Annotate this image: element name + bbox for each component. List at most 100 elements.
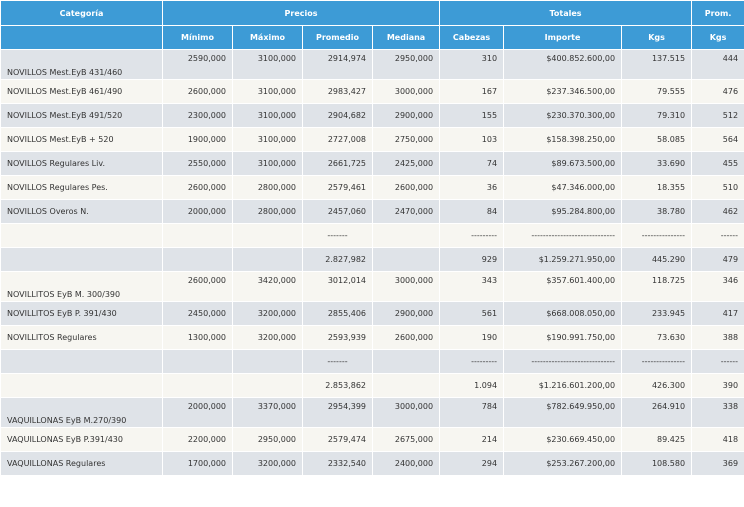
- separator-promedio: -------: [302, 223, 373, 248]
- row-minimo: 2600,000: [162, 271, 233, 302]
- table-row: NOVILLOS Mest.EyB 461/490 2600,000 3100,…: [0, 79, 744, 104]
- table-row: NOVILLITOS Regulares 1300,000 3200,000 2…: [0, 325, 744, 350]
- row-prom-kgs: 510: [691, 175, 744, 200]
- header-importe: Importe: [503, 25, 623, 50]
- row-categoria: VAQUILLONAS EyB M.270/390: [0, 397, 163, 428]
- row-importe: $237.346.500,00: [503, 79, 623, 104]
- empty-cell: [162, 223, 233, 248]
- empty-cell: [0, 247, 163, 272]
- header-mediana: Mediana: [371, 25, 441, 50]
- table-row: VAQUILLONAS EyB M.270/390 2000,000 3370,…: [0, 397, 744, 428]
- row-promedio: 2579,461: [302, 175, 373, 200]
- subtotal-cabezas: 929: [439, 247, 505, 272]
- row-cabezas: 784: [439, 397, 505, 428]
- header-kgs: Kgs: [621, 25, 693, 50]
- separator-kgs: ---------------: [621, 223, 693, 248]
- row-cabezas: 561: [439, 301, 505, 326]
- row-kgs: 58.085: [621, 127, 693, 152]
- row-mediana: 2900,000: [371, 301, 441, 326]
- row-promedio: 2914,974: [302, 49, 373, 80]
- row-importe: $357.601.400,00: [503, 271, 623, 302]
- row-minimo: 2000,000: [162, 397, 233, 428]
- row-categoria: NOVILLOS Overos N.: [0, 199, 163, 224]
- empty-cell: [232, 373, 303, 398]
- row-categoria: NOVILLOS Regulares Liv.: [0, 151, 163, 176]
- row-prom-kgs: 512: [691, 103, 744, 128]
- row-categoria: NOVILLITOS EyB M. 300/390: [0, 271, 163, 302]
- row-cabezas: 190: [439, 325, 505, 350]
- row-categoria: NOVILLITOS EyB P. 391/430: [0, 301, 163, 326]
- header-prom: Prom.: [691, 0, 744, 26]
- row-importe: $230.669.450,00: [503, 427, 623, 452]
- row-promedio: 3012,014: [302, 271, 373, 302]
- subtotal-promedio: 2.853,862: [302, 373, 373, 398]
- row-promedio: 2904,682: [302, 103, 373, 128]
- subtotal-importe: $1.216.601.200,00: [503, 373, 623, 398]
- row-minimo: 2590,000: [162, 49, 233, 80]
- subtotal-promedio: 2.827,982: [302, 247, 373, 272]
- row-maximo: 3100,000: [232, 49, 303, 80]
- separator-importe: -----------------------------: [503, 349, 623, 374]
- subtotal-row: 2.853,862 1.094 $1.216.601.200,00 426.30…: [0, 373, 744, 398]
- row-prom-kgs: 388: [691, 325, 744, 350]
- prices-table: Categoría Precios Totales Prom. Mínimo M…: [0, 0, 744, 476]
- row-importe: $89.673.500,00: [503, 151, 623, 176]
- row-mediana: 2425,000: [371, 151, 441, 176]
- row-kgs: 137.515: [621, 49, 693, 80]
- separator-importe: -----------------------------: [503, 223, 623, 248]
- row-cabezas: 103: [439, 127, 505, 152]
- row-maximo: 3200,000: [232, 325, 303, 350]
- row-importe: $190.991.750,00: [503, 325, 623, 350]
- row-cabezas: 343: [439, 271, 505, 302]
- row-kgs: 264.910: [621, 397, 693, 428]
- separator-cabezas: ---------: [439, 223, 505, 248]
- row-categoria: VAQUILLONAS EyB P.391/430: [0, 427, 163, 452]
- row-maximo: 2950,000: [232, 427, 303, 452]
- row-minimo: 2600,000: [162, 79, 233, 104]
- row-mediana: 2675,000: [371, 427, 441, 452]
- row-kgs: 38.780: [621, 199, 693, 224]
- row-prom-kgs: 338: [691, 397, 744, 428]
- row-cabezas: 36: [439, 175, 505, 200]
- row-mediana: 2470,000: [371, 199, 441, 224]
- empty-cell: [232, 349, 303, 374]
- row-mediana: 2400,000: [371, 451, 441, 476]
- row-maximo: 3370,000: [232, 397, 303, 428]
- row-prom-kgs: 455: [691, 151, 744, 176]
- table-row: NOVILLITOS EyB P. 391/430 2450,000 3200,…: [0, 301, 744, 326]
- row-minimo: 1300,000: [162, 325, 233, 350]
- row-mediana: 2950,000: [371, 49, 441, 80]
- row-prom-kgs: 444: [691, 49, 744, 80]
- row-categoria: NOVILLOS Regulares Pes.: [0, 175, 163, 200]
- separator-prom-kgs: ------: [691, 223, 744, 248]
- subtotal-row: 2.827,982 929 $1.259.271.950,00 445.290 …: [0, 247, 744, 272]
- header-minimo: Mínimo: [162, 25, 233, 50]
- empty-cell: [232, 247, 303, 272]
- header-totales: Totales: [439, 0, 693, 26]
- row-kgs: 18.355: [621, 175, 693, 200]
- row-minimo: 2200,000: [162, 427, 233, 452]
- empty-cell: [162, 247, 233, 272]
- row-importe: $668.008.050,00: [503, 301, 623, 326]
- subtotal-kgs: 426.300: [621, 373, 693, 398]
- separator-promedio: -------: [302, 349, 373, 374]
- table-row: NOVILLITOS EyB M. 300/390 2600,000 3420,…: [0, 271, 744, 302]
- row-maximo: 2800,000: [232, 199, 303, 224]
- row-maximo: 3100,000: [232, 127, 303, 152]
- row-prom-kgs: 462: [691, 199, 744, 224]
- separator-prom-kgs: ------: [691, 349, 744, 374]
- row-importe: $253.267.200,00: [503, 451, 623, 476]
- row-categoria: NOVILLOS Mest.EyB 431/460: [0, 49, 163, 80]
- table-row: NOVILLOS Mest.EyB 491/520 2300,000 3100,…: [0, 103, 744, 128]
- empty-cell: [371, 247, 441, 272]
- separator-row: ------- --------- ----------------------…: [0, 349, 744, 374]
- row-promedio: 2954,399: [302, 397, 373, 428]
- row-maximo: 2800,000: [232, 175, 303, 200]
- separator-row: ------- --------- ----------------------…: [0, 223, 744, 248]
- empty-cell: [162, 349, 233, 374]
- row-mediana: 2600,000: [371, 325, 441, 350]
- row-kgs: 79.555: [621, 79, 693, 104]
- table-row: NOVILLOS Mest.EyB + 520 1900,000 3100,00…: [0, 127, 744, 152]
- row-maximo: 3100,000: [232, 151, 303, 176]
- header-precios: Precios: [161, 0, 441, 26]
